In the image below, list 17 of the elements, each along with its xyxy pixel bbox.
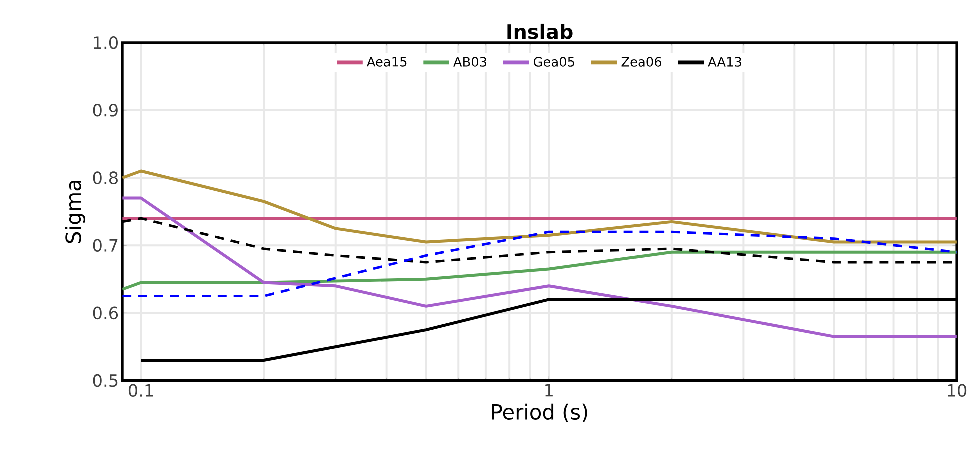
y-axis-title: Sigma bbox=[65, 180, 86, 243]
legend-label: Zea06 bbox=[622, 56, 662, 67]
legend-label: AA13 bbox=[708, 56, 742, 67]
y-tick-label: 0.5 bbox=[93, 374, 118, 387]
x-tick-label: 10 bbox=[948, 384, 967, 397]
legend-label: AB03 bbox=[454, 56, 487, 67]
x-tick-label: 1 bbox=[546, 384, 553, 396]
y-tick-label: 0.8 bbox=[93, 171, 118, 184]
y-tick-label: 0.7 bbox=[93, 238, 118, 252]
y-tick-label: 1.0 bbox=[94, 36, 118, 49]
x-axis-title: Period (s) bbox=[492, 404, 588, 422]
legend-label: Aea15 bbox=[366, 57, 407, 67]
y-tick-label: 0.9 bbox=[93, 104, 118, 117]
chart-title: Inslab bbox=[508, 24, 573, 40]
x-tick-label: 0.1 bbox=[128, 384, 154, 397]
legend-label: Gea05 bbox=[534, 56, 574, 67]
y-tick-label: 0.6 bbox=[93, 306, 118, 320]
